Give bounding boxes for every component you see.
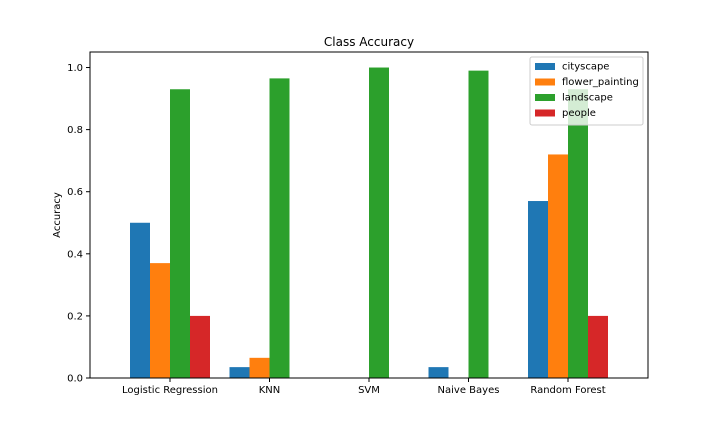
y-tick-label: 0.2 — [67, 311, 83, 322]
bar-cityscape-4 — [528, 201, 548, 378]
bar-landscape-4 — [568, 89, 588, 378]
y-tick-label: 1.0 — [67, 63, 83, 74]
bar-flower_painting-1 — [249, 357, 270, 378]
y-tick-label: 0.8 — [67, 125, 83, 136]
bar-landscape-3 — [468, 70, 489, 378]
legend-swatch-cityscape — [535, 63, 555, 70]
legend-swatch-people — [535, 109, 555, 117]
legend-label-landscape: landscape — [562, 93, 613, 104]
bar-flower_painting-4 — [548, 154, 568, 378]
y-axis: 0.0 0.2 0.4 0.6 0.8 1.0 — [67, 63, 90, 385]
legend-label-people: people — [562, 108, 596, 119]
legend-label-flower_painting: flower_painting — [562, 77, 639, 88]
y-tick-label: 0.6 — [67, 187, 83, 198]
x-axis: Logistic Regression KNN SVM Naive Bayes Rand… — [122, 378, 606, 396]
bar-landscape-0 — [170, 89, 190, 378]
bar-landscape-2 — [369, 67, 389, 379]
x-tick-label: KNN — [259, 385, 281, 396]
x-tick-label: Naive Bayes — [438, 385, 500, 396]
bar-people-0 — [190, 315, 210, 378]
x-tick-label: SVM — [358, 385, 380, 396]
bar-cityscape-1 — [229, 367, 250, 378]
y-tick-label: 0.4 — [67, 249, 83, 260]
legend-label-cityscape: cityscape — [562, 62, 609, 73]
legend: cityscape flower_painting landscape people — [529, 56, 644, 126]
bar-flower_painting-0 — [150, 263, 170, 378]
y-tick-label: 0.0 — [67, 374, 83, 385]
legend-box — [529, 56, 644, 126]
chart-title: Class Accuracy — [324, 35, 414, 49]
bar-cityscape-3 — [428, 367, 449, 378]
bars-group — [130, 67, 608, 379]
bar-cityscape-0 — [130, 222, 150, 378]
x-tick-label: Random Forest — [530, 385, 605, 396]
x-tick-label: Logistic Regression — [122, 385, 218, 396]
bar-landscape-1 — [269, 78, 290, 378]
y-axis-title: Accuracy — [52, 192, 63, 238]
bar-people-4 — [588, 315, 608, 378]
legend-swatch-flower_painting — [535, 78, 555, 86]
legend-swatch-landscape — [535, 94, 555, 101]
